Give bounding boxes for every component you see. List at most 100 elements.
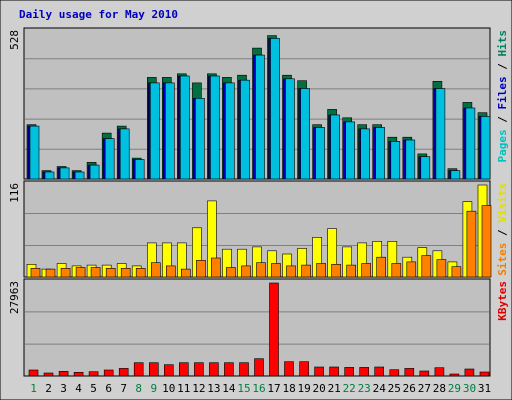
visits-panel-bar-sites-day-30 (466, 210, 477, 278)
hits-panel-bar-pages-day-27 (420, 156, 431, 180)
hits-panel-bar-pages-day-18 (285, 78, 295, 180)
visits-panel-bar-sites-day-1 (30, 267, 41, 278)
hits-panel-bar-pages-day-25 (390, 141, 401, 180)
visits-panel-bar-sites-day-28 (436, 259, 447, 278)
kbytes-panel-bar-kbytes-day-6 (103, 369, 114, 377)
kbytes-panel-bar-kbytes-day-10 (164, 364, 174, 377)
day-labels: 1 2 3 4 5 6 7 8 9 10 11 12 13 14 15 16 17 18 19 20 21 22 23 24 2… (30, 382, 491, 395)
kbytes-panel-legend: KBytes (496, 281, 509, 321)
kbytes-panel-bar-kbytes-day-23 (359, 367, 370, 377)
panels-layer: 528 Pages / Files / Hits 116 Sites / Visits… (8, 27, 509, 377)
hits-panel-bar-pages-day-24 (375, 127, 386, 180)
kbytes-panel-bar-kbytes-day-3 (58, 370, 69, 377)
visits-panel-legend-item: Sites (496, 243, 509, 276)
visits-panel-bar-sites-day-6 (105, 267, 116, 278)
hits-panel-legend: Pages / Files / Hits (496, 30, 509, 163)
visits-panel-bar-sites-day-13 (211, 257, 221, 278)
hits-panel-legend-item: Hits (496, 30, 509, 57)
kbytes-panel-bar-kbytes-day-19 (299, 361, 309, 377)
hits-panel-bar-pages-day-19 (300, 88, 310, 180)
kbytes-panel-bar-kbytes-day-13 (209, 362, 219, 377)
kbytes-panel-bar-kbytes-day-2 (43, 372, 54, 377)
hits-panel-bar-pages-day-6 (104, 138, 115, 180)
visits-panel-legend-item: Visits (496, 183, 509, 223)
kbytes-panel-bar-kbytes-day-18 (284, 361, 294, 377)
visits-panel-bar-sites-day-27 (421, 255, 432, 278)
visits-panel-bar-sites-day-18 (286, 265, 296, 278)
kbytes-panel-legend-item: KBytes (496, 281, 509, 321)
visits-panel-bar-sites-day-3 (60, 267, 71, 278)
hits-panel-bar-pages-day-7 (119, 128, 130, 180)
visits-panel-bar-sites-day-9 (151, 262, 161, 278)
day-label-17: 17 (267, 382, 280, 395)
visits-panel-bar-sites-day-29 (451, 266, 462, 278)
hits-panel-legend-item: / (496, 57, 509, 77)
day-label-6: 6 (105, 382, 112, 395)
day-label-19: 19 (297, 382, 310, 395)
day-label-12: 12 (192, 382, 205, 395)
visits-panel-bar-sites-day-22 (346, 264, 357, 278)
kbytes-panel-bar-kbytes-day-17 (269, 282, 279, 377)
kbytes-panel-bar-kbytes-day-11 (179, 362, 189, 377)
hits-panel-bar-pages-day-8 (134, 159, 145, 180)
visits-panel-bar-sites-day-12 (196, 259, 206, 278)
kbytes-panel-bar-kbytes-day-31 (479, 371, 490, 377)
hits-panel-bar-pages-day-13 (210, 75, 220, 180)
visits-panel-bar-sites-day-14 (226, 267, 236, 278)
hits-panel-bar-pages-day-10 (165, 82, 175, 180)
visits-panel-bar-sites-day-2 (45, 268, 56, 278)
kbytes-panel-max-label: 27963 (8, 281, 21, 314)
day-label-9: 9 (150, 382, 157, 395)
kbytes-panel-bar-kbytes-day-14 (224, 362, 234, 377)
day-label-27: 27 (418, 382, 431, 395)
day-label-2: 2 (45, 382, 52, 395)
kbytes-panel-bar-kbytes-day-12 (194, 362, 204, 377)
kbytes-panel-bar-kbytes-day-1 (28, 369, 39, 377)
hits-panel: 528 Pages / Files / Hits (8, 27, 509, 180)
kbytes-panel-bar-kbytes-day-22 (344, 367, 355, 377)
visits-panel-bar-sites-day-25 (391, 263, 402, 278)
visits-panel-bar-sites-day-16 (256, 262, 266, 278)
hits-panel-bar-pages-day-5 (89, 164, 100, 180)
visits-panel-bar-sites-day-26 (406, 261, 417, 278)
hits-panel-bar-pages-day-29 (450, 170, 461, 180)
hits-panel-bar-pages-day-17 (270, 38, 280, 180)
hits-panel-bar-pages-day-1 (29, 125, 40, 180)
visits-panel-bar-sites-day-20 (316, 263, 326, 278)
visits-panel-bar-sites-day-10 (166, 265, 176, 278)
visits-panel-legend: Sites / Visits (496, 183, 509, 276)
hits-panel-legend-item: / (496, 110, 509, 130)
hits-panel-bar-pages-day-2 (44, 171, 55, 180)
visits-panel-legend-item: / (496, 223, 509, 243)
hits-panel-bar-pages-day-12 (195, 98, 205, 180)
kbytes-panel-bar-kbytes-day-16 (254, 358, 264, 377)
visits-panel-bar-sites-day-15 (241, 265, 251, 278)
visits-panel-bar-sites-day-24 (376, 256, 387, 278)
visits-panel-bar-sites-day-21 (331, 263, 341, 278)
hits-panel-bar-pages-day-23 (360, 128, 371, 180)
kbytes-panel-bar-kbytes-day-15 (239, 362, 249, 377)
hits-panel-bar-pages-day-15 (240, 79, 250, 180)
visits-panel-bar-sites-day-23 (361, 263, 372, 278)
day-label-4: 4 (75, 382, 82, 395)
chart-title: Daily usage for May 2010 (19, 8, 178, 21)
kbytes-panel-bar-kbytes-day-7 (118, 368, 129, 377)
day-label-14: 14 (222, 382, 236, 395)
hits-panel-bar-pages-day-9 (150, 82, 160, 180)
visits-panel-max-label: 116 (8, 183, 21, 203)
kbytes-panel-bar-kbytes-day-5 (88, 371, 99, 377)
kbytes-panel-bar-kbytes-day-28 (434, 367, 445, 377)
hits-panel-bar-pages-day-4 (74, 171, 85, 180)
visits-panel-bar-sites-day-17 (271, 263, 281, 278)
hits-panel-bar-pages-day-21 (330, 114, 340, 180)
day-label-31: 31 (478, 382, 491, 395)
kbytes-panel-bar-kbytes-day-20 (314, 366, 324, 377)
day-label-1: 1 (30, 382, 37, 395)
visits-panel: 116 Sites / Visits (8, 180, 509, 278)
kbytes-panel-bar-kbytes-day-9 (149, 362, 159, 377)
hits-panel-bar-pages-day-11 (180, 75, 190, 180)
hits-panel-bar-pages-day-14 (225, 82, 235, 180)
day-label-24: 24 (373, 382, 387, 395)
day-label-21: 21 (328, 382, 341, 395)
